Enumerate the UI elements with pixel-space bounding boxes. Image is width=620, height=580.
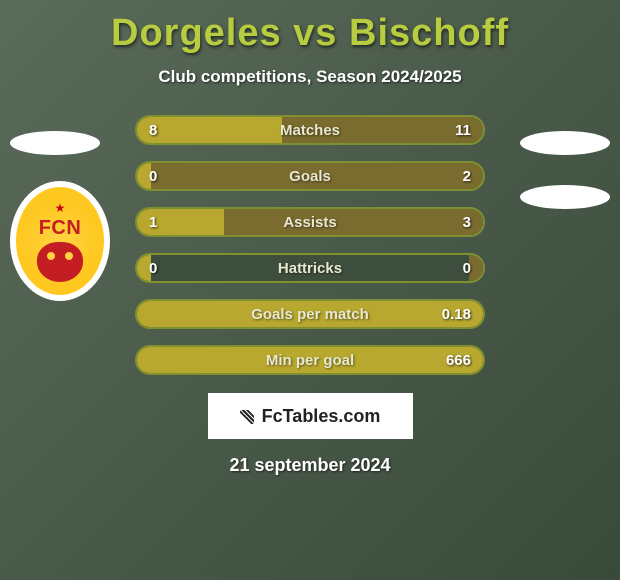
stats-list: 8 Matches 11 0 Goals 2 1 Assists 3 0 Hat… — [135, 115, 485, 375]
stat-label: Hattricks — [137, 260, 483, 277]
header: Dorgeles vs Bischoff Club competitions, … — [0, 0, 620, 87]
player-right-placeholder-1 — [520, 131, 610, 155]
stat-row-assists: 1 Assists 3 — [135, 207, 485, 237]
stat-label: Matches — [137, 122, 483, 139]
stat-value-right: 11 — [455, 122, 471, 139]
stat-value-right: 0.18 — [442, 306, 471, 323]
stat-value-right: 3 — [463, 214, 471, 231]
player-left-placeholder — [10, 131, 100, 155]
page-subtitle: Club competitions, Season 2024/2025 — [0, 67, 620, 87]
stat-value-right: 666 — [446, 352, 471, 369]
stat-label: Min per goal — [137, 352, 483, 369]
stat-row-matches: 8 Matches 11 — [135, 115, 485, 145]
snapshot-date: 21 september 2024 — [0, 455, 620, 476]
lion-icon — [37, 242, 83, 282]
watermark-text: FcTables.com — [262, 406, 381, 427]
star-icon: ★ — [55, 201, 66, 215]
comparison-panel: ★ FCN 8 Matches 11 0 Goals 2 1 Assists 3 — [0, 115, 620, 476]
stat-row-min-per-goal: Min per goal 666 — [135, 345, 485, 375]
page-title: Dorgeles vs Bischoff — [0, 12, 620, 55]
stat-row-goals: 0 Goals 2 — [135, 161, 485, 191]
club-logo-text: FCN — [39, 217, 82, 240]
stat-row-goals-per-match: Goals per match 0.18 — [135, 299, 485, 329]
stat-label: Goals per match — [137, 306, 483, 323]
chart-icon — [240, 406, 256, 427]
stat-value-right: 2 — [463, 168, 471, 185]
stat-label: Assists — [137, 214, 483, 231]
stat-label: Goals — [137, 168, 483, 185]
stat-value-right: 0 — [463, 260, 471, 277]
stat-row-hattricks: 0 Hattricks 0 — [135, 253, 485, 283]
player-right-placeholder-2 — [520, 185, 610, 209]
watermark[interactable]: FcTables.com — [208, 393, 413, 439]
club-logo: ★ FCN — [10, 181, 110, 301]
